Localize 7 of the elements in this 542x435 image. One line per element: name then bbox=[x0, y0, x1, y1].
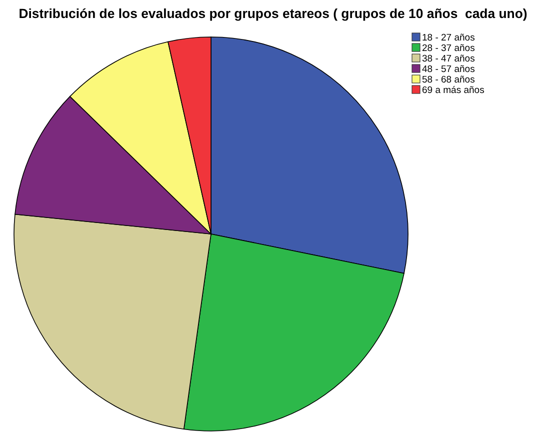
legend-label: 58 - 68 años bbox=[422, 74, 476, 86]
legend-label: 48 - 57 años bbox=[422, 64, 476, 75]
legend-label: 38 - 47 años bbox=[422, 54, 476, 64]
legend-label: 18 - 27 años bbox=[422, 32, 476, 44]
chart-title: Distribución de los evaluados por grupos etareos ( grupos de 10 años cada uno) bbox=[18, 6, 528, 21]
legend-label: 69 a más años bbox=[422, 85, 485, 96]
legend-label: 28 - 37 años bbox=[422, 43, 476, 54]
